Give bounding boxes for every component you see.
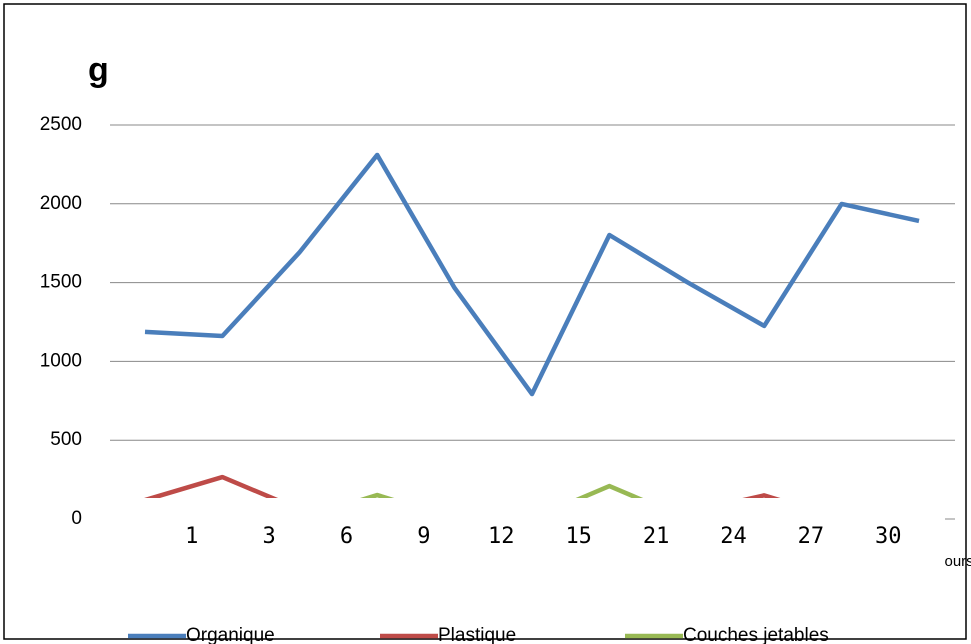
y-tick-label: 2000 [40, 193, 82, 214]
legend-label: Organique [186, 625, 275, 644]
x-tick-label: 1 [185, 524, 198, 549]
x-tick-label: 15 [565, 524, 592, 549]
data-line [144, 152, 920, 397]
x-tick-label: 9 [417, 524, 430, 549]
y-tick-label: 0 [71, 508, 82, 529]
legend-label: Couches jetables [683, 625, 829, 644]
x-tick-label: 24 [720, 524, 747, 549]
x-tick-label: 27 [798, 524, 825, 549]
legend-label: Plastique [438, 625, 516, 644]
x-tick-label: 3 [262, 524, 275, 549]
y-tick-label: 1000 [40, 350, 82, 371]
y-tick-label: 1500 [40, 272, 82, 293]
x-tick-label: 30 [875, 524, 902, 549]
x-axis-title: Jours [937, 553, 971, 570]
y-tick-label: 2500 [40, 114, 82, 135]
x-tick-label: 12 [488, 524, 515, 549]
y-axis-title: g [88, 51, 109, 89]
label-panel [110, 498, 945, 566]
y-tick-label: 500 [50, 429, 82, 450]
x-tick-label: 21 [643, 524, 670, 549]
x-tick-label: 6 [340, 524, 353, 549]
